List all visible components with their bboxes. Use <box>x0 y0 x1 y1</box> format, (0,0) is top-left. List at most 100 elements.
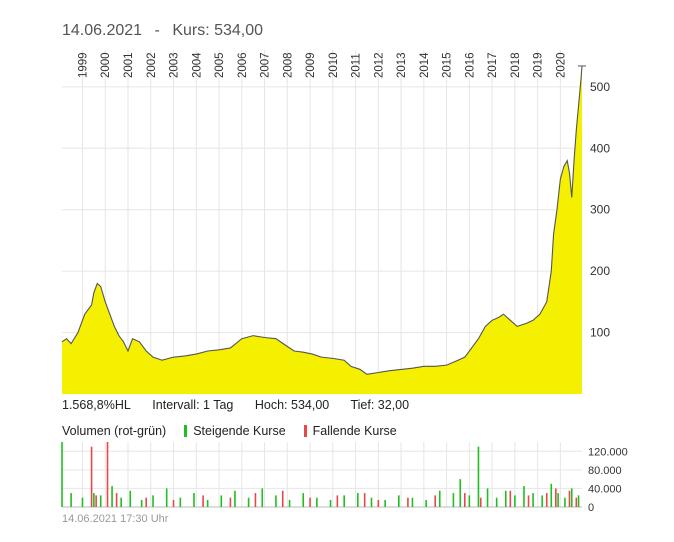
volume-tick-label: 40.000 <box>588 483 622 495</box>
x-tick-label: 2017 <box>487 52 499 78</box>
x-tick-label: 2014 <box>419 52 431 78</box>
y-tick-label: 500 <box>590 80 610 94</box>
volume-bar-rising <box>140 500 143 507</box>
y-tick-label: 300 <box>590 203 610 217</box>
volume-bar-falling <box>509 490 512 507</box>
volume-bar-rising <box>452 493 455 507</box>
volume-bar-rising <box>302 493 305 507</box>
volume-bar-rising <box>220 495 223 507</box>
x-tick-label: 2009 <box>305 52 317 78</box>
volume-bar-falling <box>545 493 548 507</box>
volume-title: Volumen (rot-grün) <box>62 424 167 438</box>
volume-bar-falling <box>527 495 530 507</box>
volume-bar-falling <box>115 493 118 507</box>
volume-legend: Volumen (rot-grün) Steigende Kurse Falle… <box>62 424 397 438</box>
volume-bar-rising <box>165 488 168 507</box>
volume-bar-rising <box>288 500 291 507</box>
volume-bar-falling <box>95 495 97 507</box>
volume-bar-falling <box>575 497 578 507</box>
volume-bar-rising <box>477 446 480 507</box>
volume-bar-rising <box>329 500 332 507</box>
volume-bar-rising <box>61 442 63 507</box>
low-value: Tief: 32,00 <box>350 398 410 412</box>
x-tick-label: 2015 <box>442 52 454 78</box>
volume-bar-falling <box>309 497 311 507</box>
volume-bar-rising <box>541 495 543 507</box>
x-tick-label: 2001 <box>123 52 135 78</box>
volume-bar-falling <box>336 495 339 507</box>
volume-bar-falling <box>377 500 380 507</box>
volume-tick-label: 120.000 <box>588 446 628 458</box>
volume-bar-rising <box>370 497 373 507</box>
volume-bar-rising <box>81 497 84 507</box>
volume-bar-falling <box>90 446 93 507</box>
volume-bar-rising <box>234 490 236 507</box>
volume-bar-falling <box>145 497 148 507</box>
volume-bar-rising <box>261 488 264 507</box>
x-tick-label: 2012 <box>373 52 385 78</box>
x-tick-label: 2013 <box>396 52 408 78</box>
volume-bar-rising <box>70 493 72 507</box>
falling-legend-label: Fallende Kurse <box>312 424 397 438</box>
volume-bar-rising <box>179 497 182 507</box>
price-area <box>62 65 582 394</box>
volume-bar-rising <box>384 500 386 507</box>
volume-bar-rising <box>316 497 318 507</box>
x-tick-label: 2006 <box>237 52 249 78</box>
volume-bar-rising <box>425 500 427 507</box>
volume-bar-falling <box>363 493 366 507</box>
volume-bar-rising <box>577 495 580 507</box>
volume-bar-rising <box>504 490 507 507</box>
x-tick-label: 2020 <box>555 52 567 78</box>
volume-bar-rising <box>99 495 102 507</box>
volume-bar-rising <box>557 493 559 507</box>
volume-bar-rising <box>193 493 195 507</box>
volume-bar-falling <box>464 493 466 507</box>
performance-value: 1.568,8%HL <box>62 398 131 412</box>
x-tick-label: 2005 <box>214 52 226 78</box>
chart-header: 14.06.2021 - Kurs: 534,00 <box>62 22 263 40</box>
interval-value: Intervall: 1 Tag <box>152 398 234 412</box>
volume-bar-rising <box>438 490 441 507</box>
volume-bar-rising <box>570 488 573 507</box>
quote-date: 14.06.2021 <box>62 22 143 39</box>
y-tick-label: 400 <box>590 141 610 155</box>
volume-bar-falling <box>202 495 204 507</box>
stats-row: 1.568,8%HL Intervall: 1 Tag Hoch: 534,00… <box>62 398 427 412</box>
footer-timestamp: 14.06.2021 17:30 Uhr <box>62 513 169 525</box>
volume-bar-rising <box>495 497 498 507</box>
volume-bar-falling <box>229 497 232 507</box>
volume-tick-label: 0 <box>588 502 594 514</box>
volume-bar-rising <box>523 486 525 507</box>
quote-price: Kurs: 534,00 <box>172 22 264 39</box>
volume-bar-falling <box>434 495 437 507</box>
volume-bar-falling <box>172 500 175 507</box>
volume-bar-rising <box>486 488 489 507</box>
falling-swatch-icon <box>303 425 307 437</box>
header-separator: - <box>154 22 160 39</box>
volume-bar-rising <box>206 500 209 507</box>
volume-bar-rising <box>564 497 566 507</box>
x-tick-label: 2004 <box>191 52 203 78</box>
price-line <box>61 65 583 375</box>
rising-swatch-icon <box>184 425 188 437</box>
x-tick-label: 2011 <box>351 53 363 78</box>
volume-bar-rising <box>357 493 359 507</box>
volume-bar-rising <box>550 483 553 507</box>
volume-bar-rising <box>120 497 122 507</box>
x-tick-label: 2007 <box>260 52 272 78</box>
volume-bar-falling <box>568 490 571 507</box>
volume-bar-rising <box>247 497 250 507</box>
volume-bar-rising <box>152 495 154 507</box>
x-tick-label: 2016 <box>464 52 476 78</box>
x-tick-label: 2003 <box>169 52 181 78</box>
volume-bar-rising <box>459 479 462 507</box>
volume-bar-rising <box>514 495 516 507</box>
volume-bar-rising <box>111 486 113 507</box>
y-tick-label: 200 <box>590 264 610 278</box>
volume-tick-label: 80.000 <box>588 465 622 477</box>
volume-bar-rising <box>93 493 95 507</box>
volume-bar-falling <box>555 488 557 507</box>
x-tick-label: 2018 <box>510 52 522 78</box>
